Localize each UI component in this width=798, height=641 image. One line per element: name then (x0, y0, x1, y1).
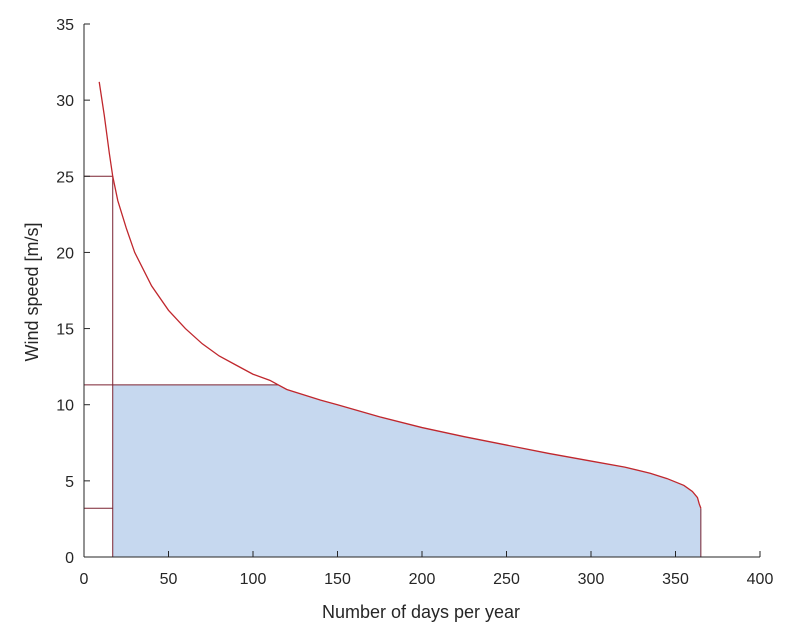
plot-area (84, 81, 702, 557)
wind-speed-duration-curve (98, 81, 702, 509)
y-tick-label: 15 (56, 322, 74, 339)
x-tick-label: 200 (409, 571, 436, 588)
x-tick-label: 50 (160, 571, 178, 588)
y-tick-label: 35 (56, 17, 74, 34)
y-tick-label: 20 (56, 245, 74, 262)
y-tick-label: 10 (56, 398, 74, 415)
ticks: 0 50 100 150 200 250 300 350 400 0 5 10 15 20 25 30 35 (56, 17, 773, 588)
x-axis-label: Number of days per year (322, 602, 520, 622)
x-tick-label: 350 (662, 571, 689, 588)
x-tick-label: 0 (80, 571, 89, 588)
x-tick-label: 400 (747, 571, 774, 588)
y-axis-label: Wind speed [m/s] (22, 222, 42, 361)
y-tick-label: 25 (56, 169, 74, 186)
x-tick-label: 100 (240, 571, 267, 588)
x-tick-label: 300 (578, 571, 605, 588)
y-tick-label: 30 (56, 93, 74, 110)
x-tick-label: 250 (493, 571, 520, 588)
y-tick-label: 5 (65, 474, 74, 491)
y-tick-label: 0 (65, 550, 74, 567)
x-tick-label: 150 (324, 571, 351, 588)
energy-area (112, 384, 701, 557)
